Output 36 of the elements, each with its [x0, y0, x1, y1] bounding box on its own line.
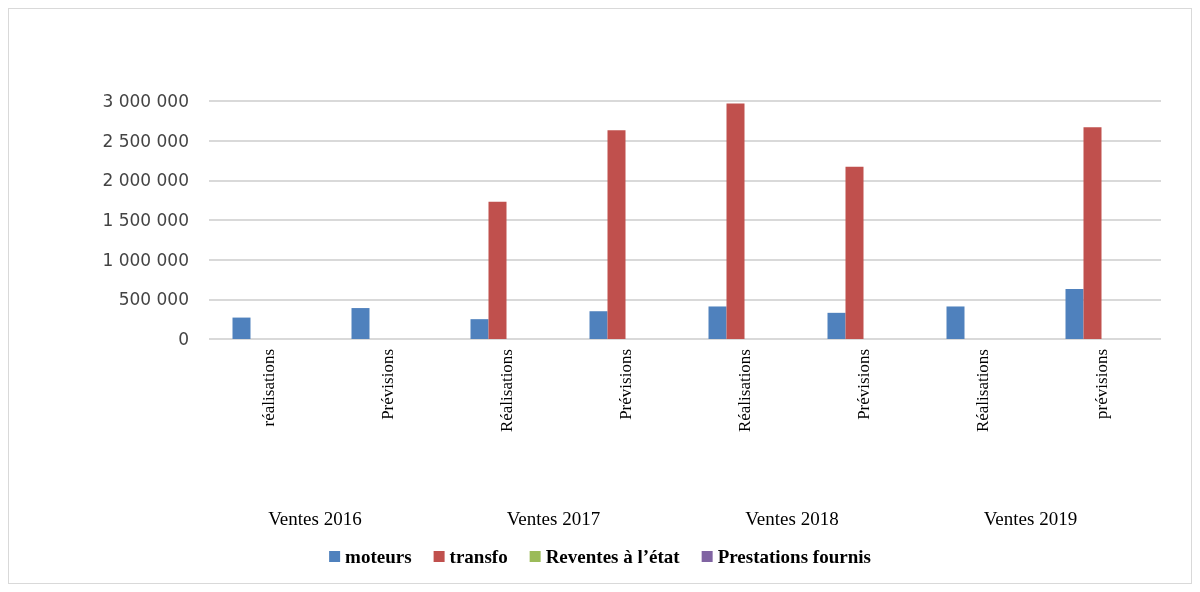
bar: [1083, 127, 1102, 339]
bar: [1065, 289, 1084, 339]
bar: [708, 306, 727, 339]
x-tick-label: Réalisations: [735, 349, 754, 433]
bar: [232, 317, 251, 339]
y-tick-label: 0: [178, 329, 189, 349]
bar: [827, 312, 846, 339]
text: Ventes 2018: [745, 508, 839, 529]
bar: [589, 311, 608, 339]
legend-label: moteurs: [345, 546, 412, 567]
x-tick-label: Prévisions: [378, 349, 397, 420]
y-tick-label: 1 000 000: [102, 249, 189, 270]
y-tick-label: 1 500 000: [102, 210, 189, 230]
x-tick-label: Prévisions: [854, 349, 873, 420]
bar: [726, 103, 745, 339]
x-tick-label: Prévisions: [616, 349, 635, 420]
x-tick-label: réalisations: [259, 349, 278, 427]
bar: [845, 166, 864, 339]
bar: [607, 130, 626, 339]
bar: [488, 201, 507, 339]
x-tick-label: Réalisations: [973, 349, 992, 433]
text: Ventes 2016: [268, 508, 362, 529]
text: Ventes 2019: [983, 508, 1078, 529]
bar: [470, 319, 489, 339]
x-tick-label: prévisions: [1092, 349, 1111, 419]
y-tick-label: 500 000: [118, 289, 189, 310]
y-tick-label: 3 000 000: [102, 91, 189, 111]
x-tick-label: Réalisations: [497, 349, 516, 433]
legend-label: Reventes à l’état: [545, 546, 681, 567]
y-tick-label: 2 000 000: [102, 170, 189, 191]
bar: [351, 308, 370, 339]
legend-label: transfo: [449, 546, 508, 567]
legend-label: Prestations fournis: [717, 546, 871, 567]
bar: [946, 306, 965, 339]
text: Ventes 2017: [506, 508, 601, 529]
y-tick-label: 2 500 000: [102, 130, 189, 151]
